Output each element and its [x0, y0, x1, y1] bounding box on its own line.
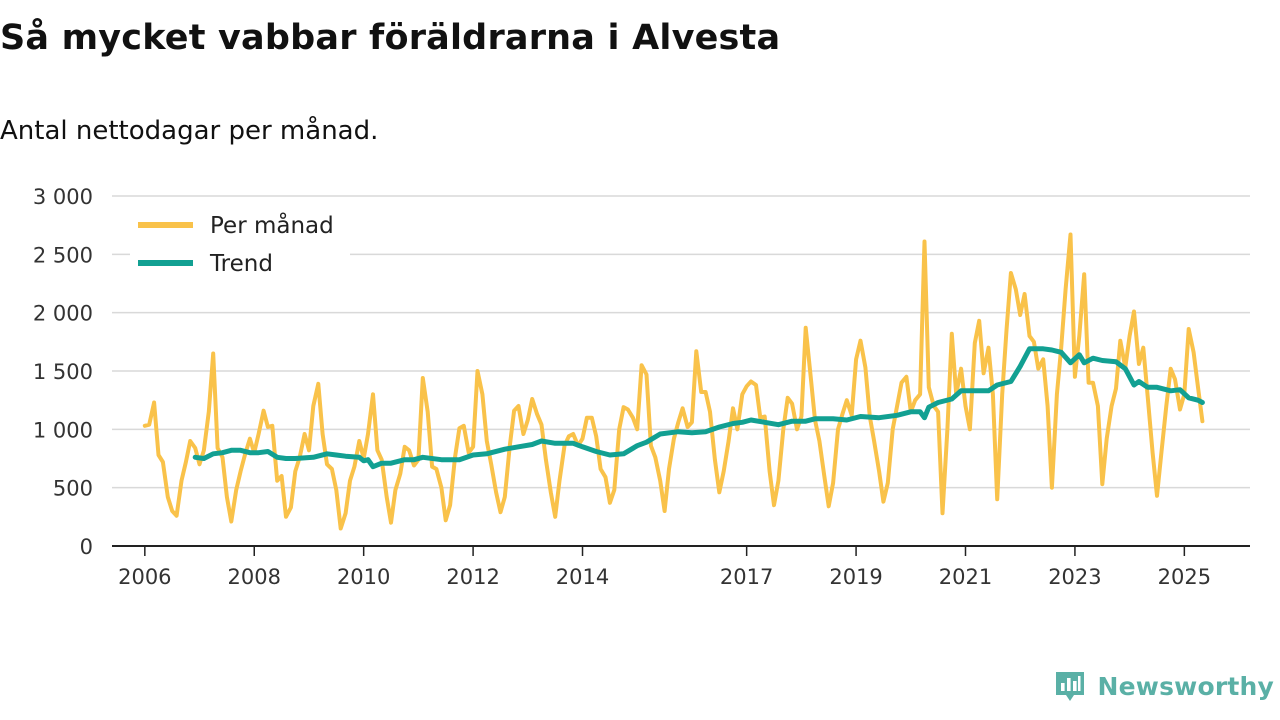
chart-title: Så mycket vabbar föräldrarna i Alvesta [0, 18, 781, 58]
x-tick-label: 2017 [720, 565, 773, 589]
chart-subtitle: Antal nettodagar per månad. [0, 116, 379, 146]
x-tick-label: 2021 [939, 565, 992, 589]
series-line-per-manad [142, 232, 1205, 531]
x-tick-label: 2023 [1048, 565, 1101, 589]
x-tick-label: 2012 [446, 565, 499, 589]
legend-background [130, 206, 350, 282]
x-tick-label: 2010 [337, 565, 390, 589]
x-axis: 2006 2008 2010 2012 2014 2017 2019 2021 2023 2025 [112, 545, 1250, 589]
x-tick-label: 2008 [228, 565, 281, 589]
x-tick-label: 2019 [829, 565, 882, 589]
newsworthy-logo-icon [1055, 672, 1084, 701]
x-tick-label: 2006 [118, 565, 171, 589]
y-axis-tick-labels: 0 500 1 000 1 500 2 000 2 500 3 000 [33, 185, 93, 559]
x-tick-label: 2025 [1158, 565, 1211, 589]
brand-name: Newsworthy [1097, 671, 1274, 701]
newsworthy-brand: Newsworthy [1052, 666, 1275, 706]
legend: Per månad Trend [130, 206, 350, 282]
y-tick-label: 2 500 [33, 243, 93, 267]
y-tick-label: 2 000 [33, 302, 93, 326]
y-tick-label: 500 [53, 477, 93, 501]
x-tick-label: 2014 [556, 565, 609, 589]
y-tick-label: 0 [80, 535, 93, 559]
series-line-trend [192, 346, 1205, 470]
legend-label-trend: Trend [209, 251, 273, 277]
legend-label-per-manad: Per månad [210, 211, 334, 239]
y-tick-label: 1 500 [33, 360, 93, 384]
y-tick-label: 3 000 [33, 185, 93, 209]
series-lines [142, 232, 1205, 531]
y-tick-label: 1 000 [33, 418, 93, 442]
